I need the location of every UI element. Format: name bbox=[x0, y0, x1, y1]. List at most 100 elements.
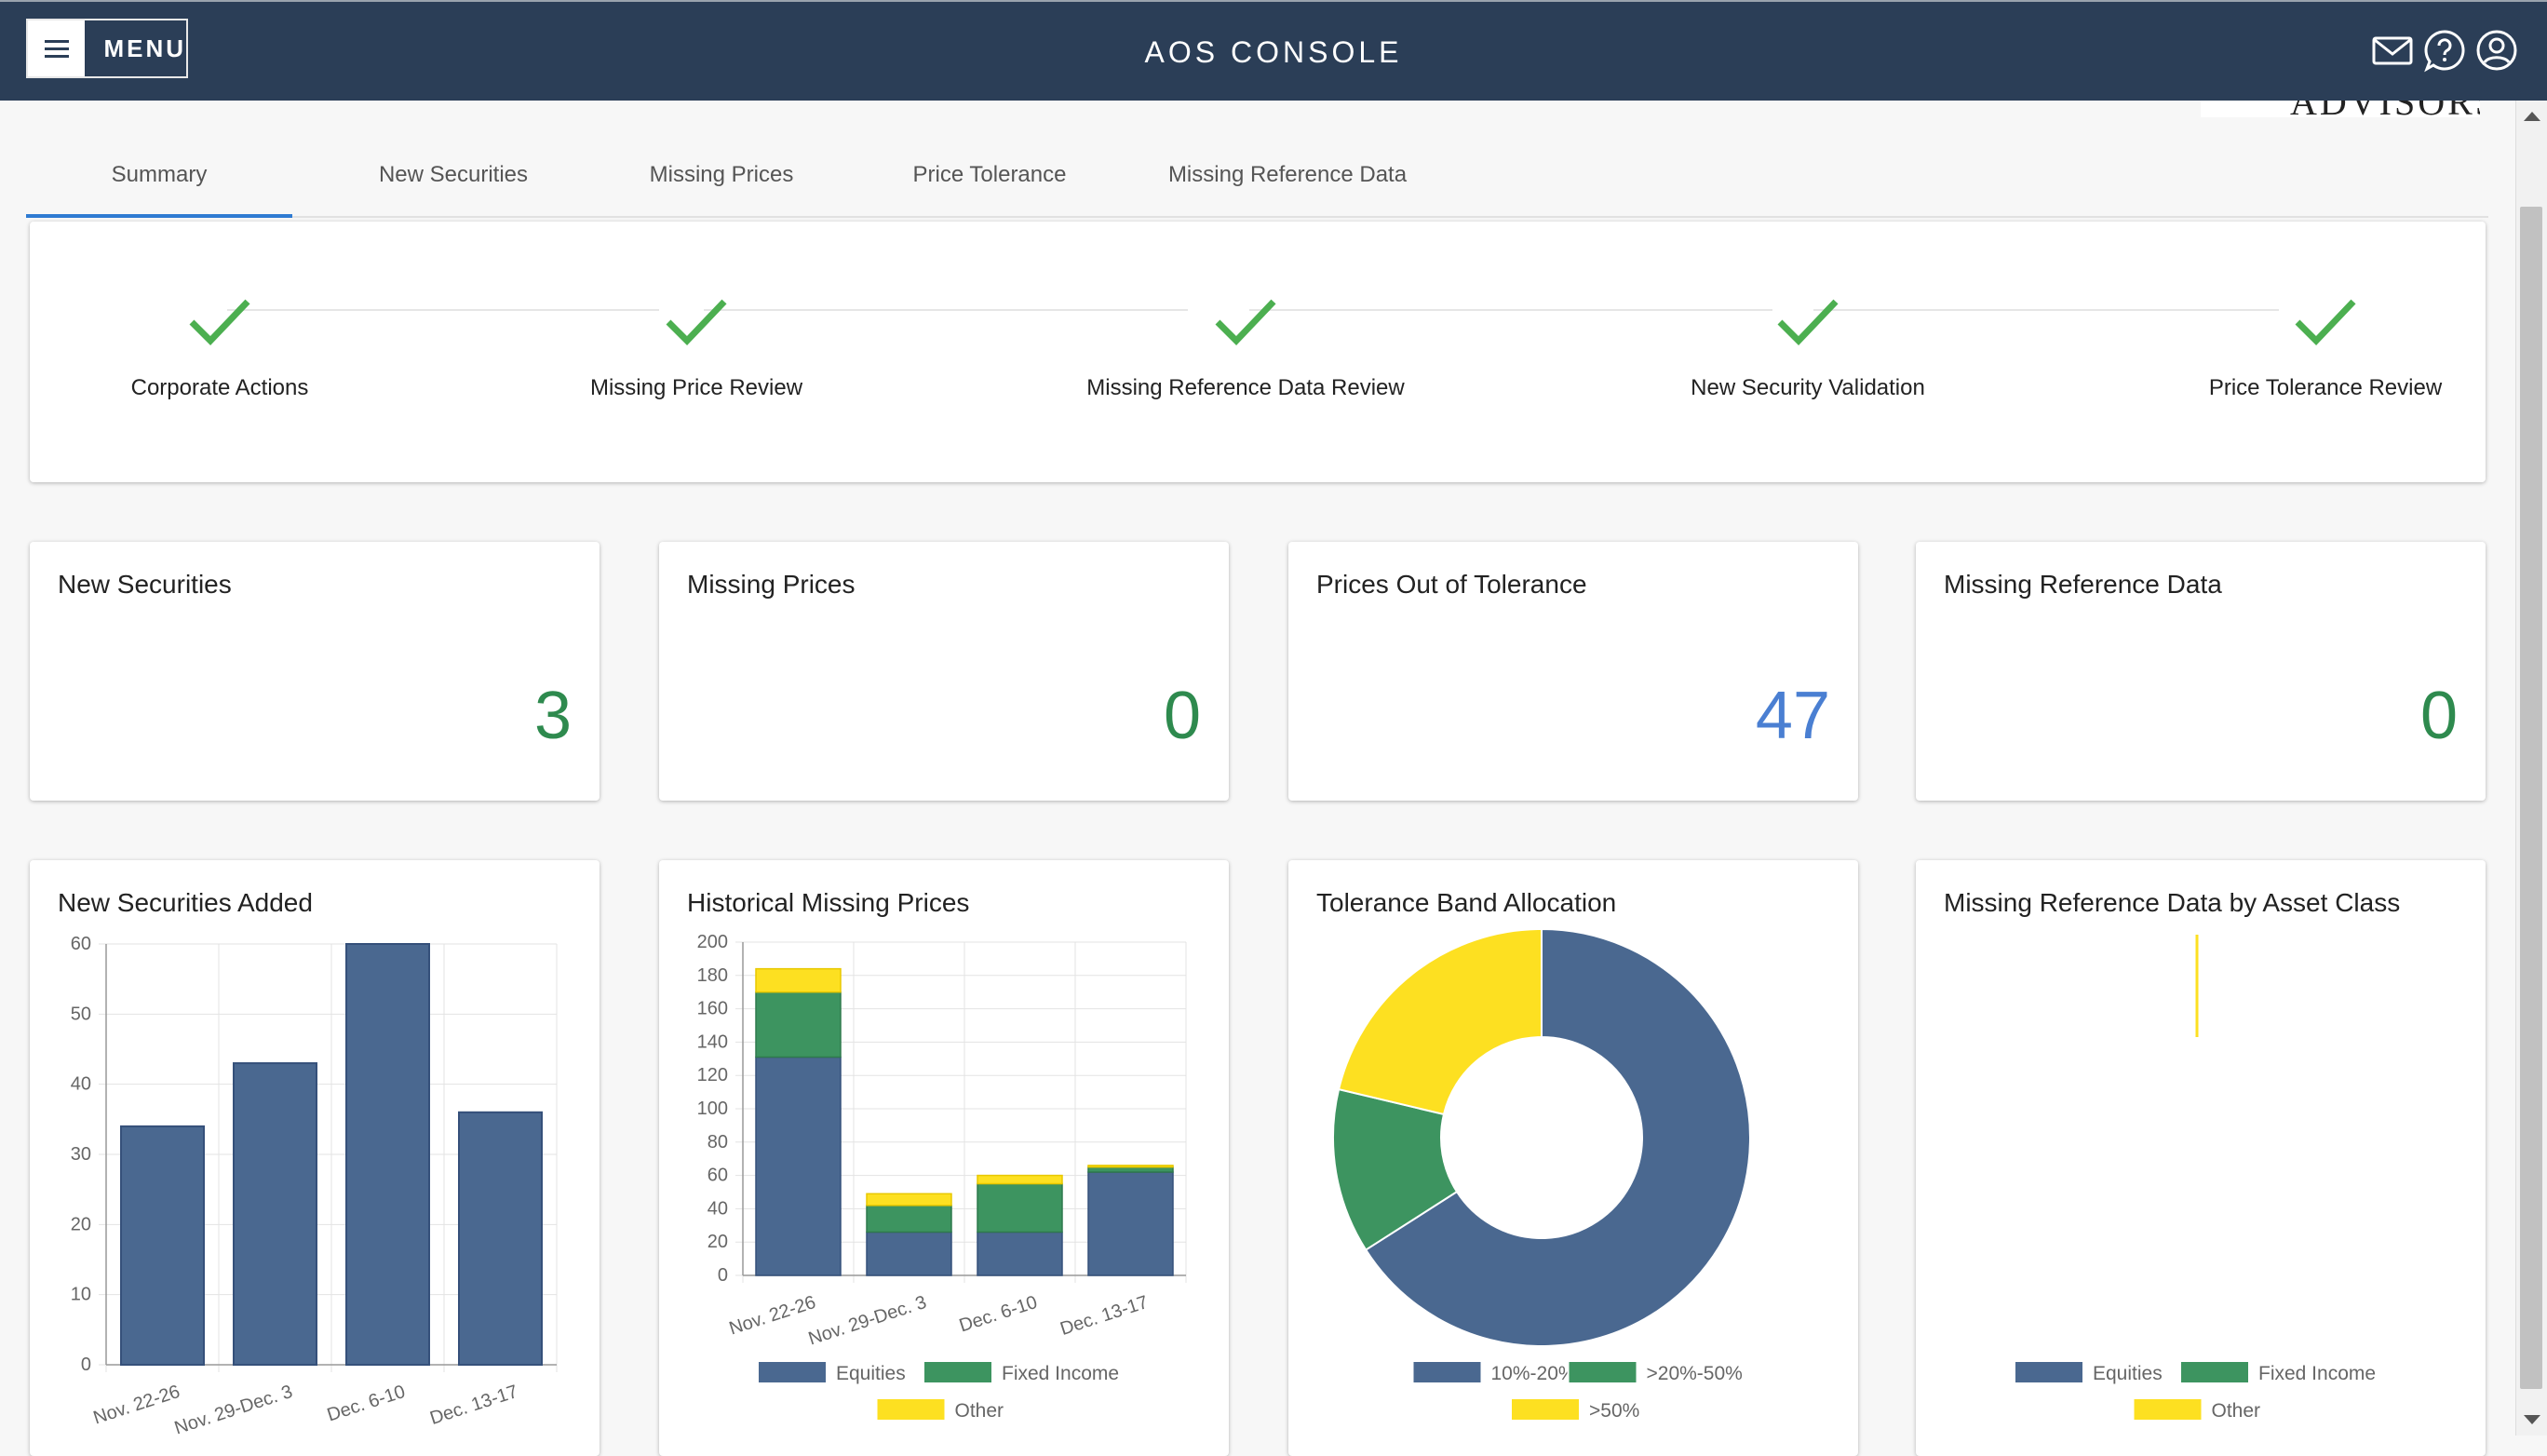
y-tick-label: 120 bbox=[697, 1065, 728, 1085]
y-tick-label: 20 bbox=[71, 1214, 91, 1234]
scroll-thumb[interactable] bbox=[2520, 207, 2542, 1389]
y-tick-label: 40 bbox=[71, 1074, 91, 1095]
tab-summary[interactable]: Summary bbox=[26, 140, 292, 218]
chart-title: Tolerance Band Allocation bbox=[1316, 888, 1617, 917]
bar-segment bbox=[866, 1205, 952, 1234]
tab-missing-reference-data[interactable]: Missing Reference Data bbox=[1167, 162, 1408, 187]
y-tick-label: 0 bbox=[81, 1355, 91, 1375]
stat-card-missing-reference-data[interactable]: Missing Reference Data 0 bbox=[1916, 542, 2486, 801]
stat-card-missing-prices[interactable]: Missing Prices 0 bbox=[659, 542, 1229, 801]
account-icon[interactable] bbox=[2474, 28, 2519, 73]
bar-segment bbox=[755, 967, 842, 993]
stat-value: 0 bbox=[2419, 679, 2458, 753]
chart-title: Missing Reference Data by Asset Class bbox=[1944, 888, 2401, 917]
bar-segment bbox=[977, 1231, 1063, 1276]
y-tick-label: 60 bbox=[71, 934, 91, 954]
step-missing-reference-data-review[interactable]: Missing Reference Data Review bbox=[1031, 296, 1460, 401]
stat-value: 3 bbox=[533, 679, 572, 753]
step-connector bbox=[227, 309, 659, 311]
company-logo: ADVISORS bbox=[2201, 101, 2480, 117]
header-actions bbox=[2370, 28, 2519, 73]
stat-title: New Securities bbox=[58, 570, 232, 599]
checkmark-icon bbox=[1215, 299, 1276, 346]
step-corporate-actions[interactable]: Corporate Actions bbox=[6, 296, 434, 401]
bar bbox=[233, 1062, 317, 1366]
legend-swatch bbox=[1567, 1360, 1638, 1384]
legend-swatch bbox=[757, 1360, 828, 1384]
tab-new-securities[interactable]: New Securities bbox=[378, 162, 529, 187]
legend-label: Equities bbox=[2093, 1363, 2163, 1384]
mail-icon[interactable] bbox=[2370, 28, 2415, 73]
scroll-down-arrow-icon[interactable] bbox=[2524, 1415, 2540, 1424]
x-tick-label: Nov. 29-Dec. 3 bbox=[806, 1292, 929, 1350]
checkmark-icon bbox=[666, 299, 727, 346]
legend-swatch bbox=[2179, 1360, 2250, 1384]
stat-title: Missing Reference Data bbox=[1944, 570, 2222, 599]
step-label: Corporate Actions bbox=[130, 375, 309, 400]
bar bbox=[120, 1125, 205, 1366]
y-tick-label: 160 bbox=[697, 999, 728, 1019]
step-connector bbox=[1813, 309, 2279, 311]
bar-segment bbox=[755, 1056, 842, 1276]
chart-card-historical-missing-prices: Historical Missing Prices 0 20 40 60 80 100 12… bbox=[659, 860, 1229, 1456]
bar-segment bbox=[1087, 1165, 1174, 1168]
legend-label: Other bbox=[2212, 1400, 2261, 1422]
top-bar: MENU AOS CONSOLE bbox=[0, 0, 2547, 101]
checkmark-icon bbox=[189, 299, 250, 346]
legend-label: Other bbox=[955, 1400, 1004, 1422]
logo-text: ADVISORS bbox=[2290, 101, 2480, 117]
stat-title: Missing Prices bbox=[687, 570, 856, 599]
scroll-up-arrow-icon[interactable] bbox=[2524, 112, 2540, 121]
page-scrollbar[interactable] bbox=[2515, 101, 2547, 1436]
bar-segment bbox=[1087, 1171, 1174, 1276]
step-new-security-validation[interactable]: New Security Validation bbox=[1594, 296, 2022, 401]
y-tick-label: 50 bbox=[71, 1004, 91, 1024]
x-tick-label: Nov. 22-26 bbox=[91, 1382, 182, 1429]
legend-swatch bbox=[923, 1360, 993, 1384]
step-label: Price Tolerance Review bbox=[2208, 375, 2443, 400]
checkmark-icon bbox=[1777, 299, 1839, 346]
y-tick-label: 40 bbox=[708, 1198, 728, 1219]
legend-label: Fixed Income bbox=[2258, 1363, 2376, 1384]
step-price-tolerance-review[interactable]: Price Tolerance Review bbox=[2111, 296, 2540, 401]
step-label: Missing Price Review bbox=[589, 375, 803, 400]
legend-swatch bbox=[1510, 1397, 1581, 1422]
legend-swatch bbox=[1411, 1360, 1483, 1384]
y-tick-label: 100 bbox=[697, 1099, 728, 1119]
step-connector bbox=[704, 309, 1188, 311]
legend-label: Fixed Income bbox=[1002, 1363, 1119, 1384]
stat-title: Prices Out of Tolerance bbox=[1316, 570, 1587, 599]
tab-missing-prices[interactable]: Missing Prices bbox=[649, 162, 794, 187]
legend-swatch bbox=[2014, 1360, 2084, 1384]
x-tick-label: Dec. 6-10 bbox=[957, 1292, 1040, 1337]
x-tick-label: Nov. 29-Dec. 3 bbox=[172, 1382, 295, 1436]
bar-segment bbox=[866, 1231, 952, 1276]
tab-price-tolerance[interactable]: Price Tolerance bbox=[912, 162, 1067, 187]
stat-card-prices-out-of-tolerance[interactable]: Prices Out of Tolerance 47 bbox=[1288, 542, 1858, 801]
stat-value: 47 bbox=[1755, 679, 1830, 753]
step-connector bbox=[1249, 309, 1772, 311]
legend-label: >20%-50% bbox=[1647, 1363, 1743, 1384]
help-icon[interactable] bbox=[2422, 28, 2467, 73]
bar-segment bbox=[977, 1182, 1063, 1234]
x-tick-label: Dec. 6-10 bbox=[325, 1382, 408, 1426]
donut-slice bbox=[1337, 927, 1543, 1116]
menu-icon bbox=[28, 20, 86, 76]
menu-button[interactable]: MENU bbox=[26, 19, 188, 78]
y-tick-label: 80 bbox=[708, 1132, 728, 1153]
stat-card-new-securities[interactable]: New Securities 3 bbox=[30, 542, 600, 801]
missing-prices-stacked-bar-chart: 0 20 40 60 80 100 120 140 160 180 200 Nov. 22-26Nov… bbox=[697, 932, 1187, 1422]
step-missing-price-review[interactable]: Missing Price Review bbox=[482, 296, 910, 401]
stat-value: 0 bbox=[1163, 679, 1201, 753]
bar-segment bbox=[977, 1174, 1063, 1185]
legend-label: 10%-20% bbox=[1491, 1363, 1576, 1384]
chart-card-new-securities-added: New Securities Added 0 10 20 30 40 50 60 Nov. 2… bbox=[30, 860, 600, 1456]
y-tick-label: 10 bbox=[71, 1285, 91, 1305]
y-tick-label: 60 bbox=[708, 1166, 728, 1186]
chart-title: Historical Missing Prices bbox=[687, 888, 970, 917]
bar bbox=[458, 1111, 543, 1366]
step-label: New Security Validation bbox=[1691, 375, 1925, 400]
bar-segment bbox=[755, 991, 842, 1058]
legend-label: Equities bbox=[836, 1363, 906, 1384]
